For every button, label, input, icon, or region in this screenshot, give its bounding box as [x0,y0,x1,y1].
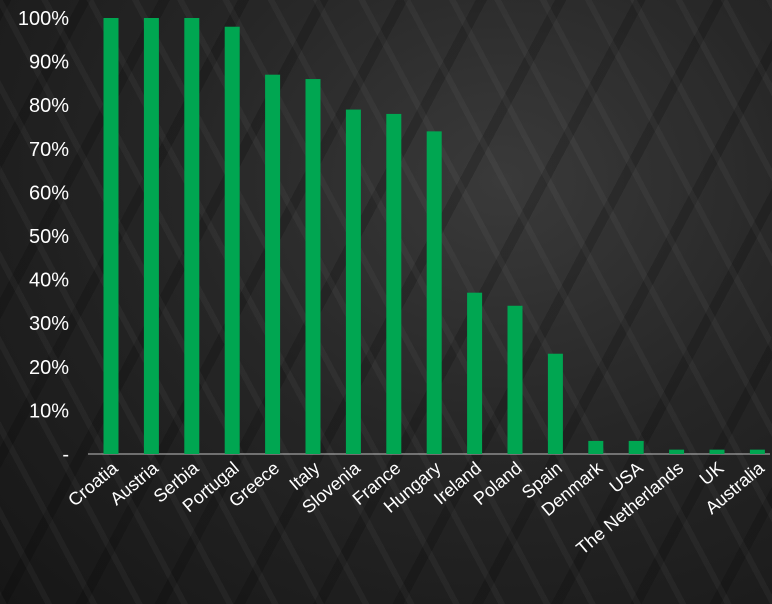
y-tick-label: 80% [29,95,69,117]
bar [709,449,725,454]
bars [103,18,765,455]
y-tick-label: 40% [29,270,69,292]
bar [103,18,119,454]
bar [588,440,604,454]
bar [345,109,361,454]
bar [749,449,765,454]
bar [628,440,644,454]
y-tick-label: 70% [29,139,69,161]
bar [143,18,159,454]
y-tick-label: 60% [29,182,69,204]
y-tick-label: 20% [29,357,69,379]
bar [507,305,523,454]
bar [184,18,200,454]
y-tick-label: 10% [29,400,69,422]
bar [669,449,685,454]
y-axis-ticks: - 10% 20% 30% 40% 50% 60% 70% 80% 90% 100% [18,8,69,466]
y-tick-label: 50% [29,226,69,248]
y-tick-label: 100% [18,8,69,30]
bar [305,79,321,454]
bar [547,353,563,454]
bar [265,74,281,455]
bar [467,292,483,454]
y-tick-label: - [62,444,69,466]
bar [224,26,240,454]
y-tick-label: 30% [29,313,69,335]
bar [386,113,402,455]
y-tick-label: 90% [29,52,69,74]
bar [426,131,442,455]
